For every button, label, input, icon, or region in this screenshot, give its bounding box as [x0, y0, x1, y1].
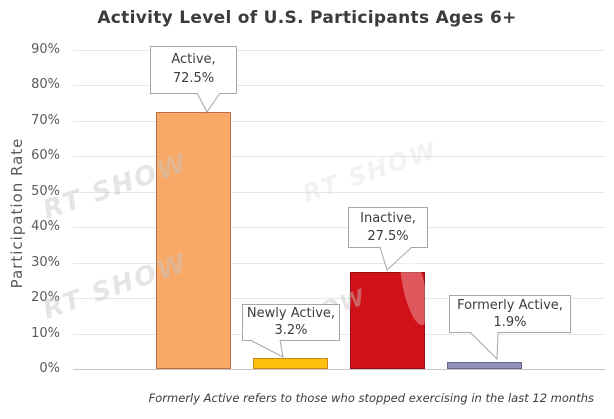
y-tick-label: 0%	[39, 361, 60, 376]
gridline	[73, 120, 605, 122]
y-tick-label: 60%	[31, 148, 60, 164]
y-tick-label: 50%	[31, 183, 60, 199]
chart-title: Activity Level of U.S. Participants Ages…	[97, 8, 517, 28]
callout-label-line2: 3.2%	[274, 322, 308, 338]
y-tick-label: 20%	[31, 290, 60, 306]
callout-label-line2: 72.5%	[172, 70, 215, 86]
callout-label-line1: Formerly Active,	[457, 298, 563, 313]
gridline	[73, 156, 605, 158]
plot-area	[73, 50, 605, 370]
footnote: Formerly Active refers to those who stop…	[148, 391, 594, 405]
bar-inactive	[349, 271, 425, 369]
gridline	[73, 369, 605, 370]
callout-newly-active: Newly Active, 3.2%	[242, 304, 340, 341]
callout-inactive: Inactive, 27.5%	[348, 207, 428, 248]
gridline	[73, 298, 605, 300]
gridline	[73, 262, 605, 264]
callout-label-line1: Inactive,	[360, 211, 416, 226]
gridline	[73, 227, 605, 229]
y-tick-label: 70%	[31, 112, 60, 128]
y-tick-label: 30%	[31, 254, 60, 270]
y-tick-label: 90%	[31, 42, 60, 57]
gridline	[73, 191, 605, 193]
callout-label-line2: 1.9%	[493, 314, 527, 330]
y-tick-label: 80%	[31, 77, 60, 93]
gridline	[73, 85, 605, 87]
y-tick-label: 40%	[31, 219, 60, 235]
y-tick-label: 10%	[31, 325, 60, 341]
callout-label-line1: Newly Active,	[246, 306, 336, 321]
bar-formerly-active	[446, 362, 522, 369]
bar-newly-active	[252, 357, 328, 369]
gridline	[73, 50, 605, 51]
callout-active: Active, 72.5%	[150, 46, 237, 94]
callout-label-line1: Active,	[171, 52, 216, 67]
callout-label-line2: 27.5%	[367, 228, 409, 244]
callout-formerly-active: Formerly Active, 1.9%	[449, 295, 571, 333]
bar-active	[155, 112, 231, 369]
